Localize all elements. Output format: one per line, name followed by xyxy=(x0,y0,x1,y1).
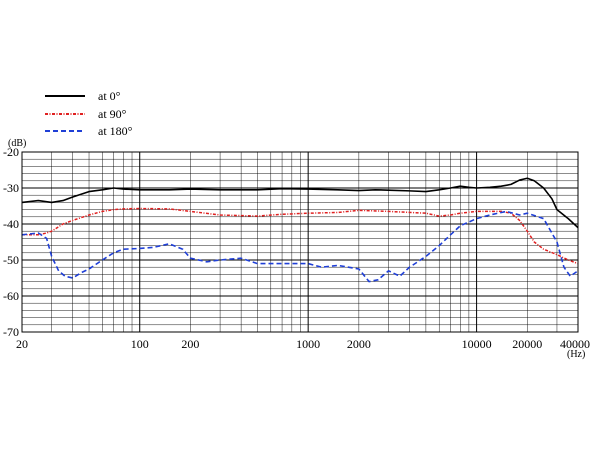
y-tick-label: -30 xyxy=(3,181,19,195)
legend-label-2: at 180° xyxy=(98,124,133,138)
y-tick-labels: -20 -30 -40 -50 -60 -70 xyxy=(3,145,19,339)
x-tick-label: 1000 xyxy=(296,337,320,351)
plot-frame xyxy=(21,151,579,333)
x-tick-label: 40000 xyxy=(560,337,590,351)
y-tick-label: -70 xyxy=(3,325,19,339)
x-tick-label: 100 xyxy=(131,337,149,351)
x-tick-label: 2000 xyxy=(347,337,371,351)
x-tick-label: 20 xyxy=(16,337,28,351)
y-tick-label: -20 xyxy=(3,145,19,159)
grid xyxy=(21,151,579,333)
legend-label-1: at 90° xyxy=(98,107,127,121)
series-lines xyxy=(21,177,579,283)
x-tick-label: 200 xyxy=(181,337,199,351)
legend-entry-0: at 0° xyxy=(45,89,121,103)
series-line-1 xyxy=(22,207,579,265)
y-unit-label: (dB) xyxy=(8,138,26,149)
y-tick-label: -50 xyxy=(3,253,19,267)
legend: at 0° at 90° at 180° xyxy=(45,89,133,138)
y-tick-label: -60 xyxy=(3,289,19,303)
legend-label-0: at 0° xyxy=(98,89,121,103)
x-tick-label: 20000 xyxy=(512,337,542,351)
x-unit-label: (Hz) xyxy=(567,349,585,360)
x-tick-labels: 20 100 200 1000 2000 10000 20000 40000 xyxy=(16,337,590,351)
series-line-0 xyxy=(21,177,579,229)
legend-entry-1: at 90° xyxy=(45,107,127,121)
series-line-2 xyxy=(21,210,579,283)
x-tick-label: 10000 xyxy=(462,337,492,351)
y-tick-label: -40 xyxy=(3,217,19,231)
legend-entry-2: at 180° xyxy=(45,124,133,138)
